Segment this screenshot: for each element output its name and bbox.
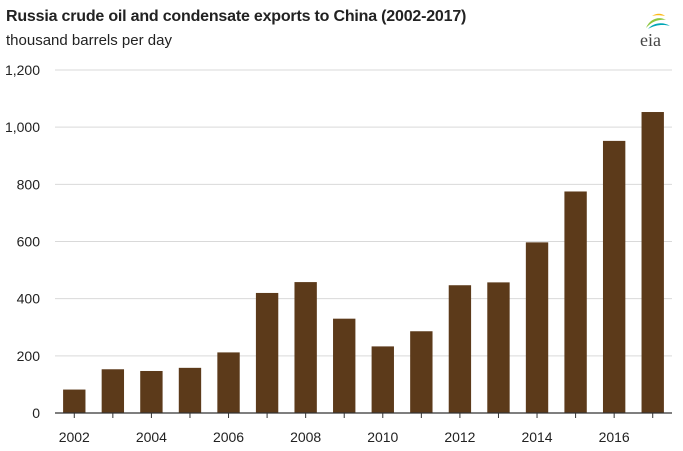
x-tick-label: 2016 bbox=[599, 429, 630, 445]
x-tick-label: 2008 bbox=[290, 429, 321, 445]
logo-swoosh-teal bbox=[648, 23, 670, 29]
x-tick-label: 2012 bbox=[444, 429, 475, 445]
eia-logo-text: eia bbox=[640, 30, 661, 50]
bar-2013 bbox=[487, 282, 510, 413]
bar-2005 bbox=[178, 367, 202, 413]
bar-2007 bbox=[255, 292, 279, 413]
bar-2002 bbox=[63, 389, 86, 413]
bar-2009 bbox=[333, 318, 356, 413]
bar-2017 bbox=[641, 112, 664, 413]
bar-2004 bbox=[140, 370, 163, 413]
y-tick-label: 400 bbox=[17, 291, 41, 307]
bar-2012 bbox=[448, 285, 472, 413]
y-tick-label: 200 bbox=[17, 348, 41, 364]
bar-2014 bbox=[525, 242, 549, 413]
bar-2003 bbox=[101, 369, 125, 413]
logo-swoosh-green bbox=[646, 18, 666, 28]
chart-title: Russia crude oil and condensate exports … bbox=[6, 8, 467, 25]
bar-2016 bbox=[602, 140, 626, 414]
bar-2010 bbox=[371, 346, 394, 413]
y-tick-label: 1,200 bbox=[5, 62, 40, 78]
bar-2008 bbox=[294, 282, 317, 413]
logo-swoosh-yellow bbox=[652, 13, 665, 16]
y-tick-label: 0 bbox=[32, 405, 40, 421]
x-tick-label: 2006 bbox=[213, 429, 244, 445]
bar-2015 bbox=[564, 191, 587, 413]
bar-2011 bbox=[410, 331, 433, 413]
x-tick-label: 2010 bbox=[367, 429, 398, 445]
eia-logo-icon bbox=[646, 13, 670, 29]
chart-subtitle: thousand barrels per day bbox=[6, 32, 172, 49]
y-tick-label: 600 bbox=[17, 234, 41, 250]
y-tick-label: 800 bbox=[17, 176, 41, 192]
bar-2006 bbox=[217, 352, 240, 413]
x-tick-label: 2002 bbox=[59, 429, 90, 445]
y-tick-label: 1,000 bbox=[5, 119, 40, 135]
x-tick-label: 2014 bbox=[521, 429, 552, 445]
x-tick-label: 2004 bbox=[136, 429, 167, 445]
